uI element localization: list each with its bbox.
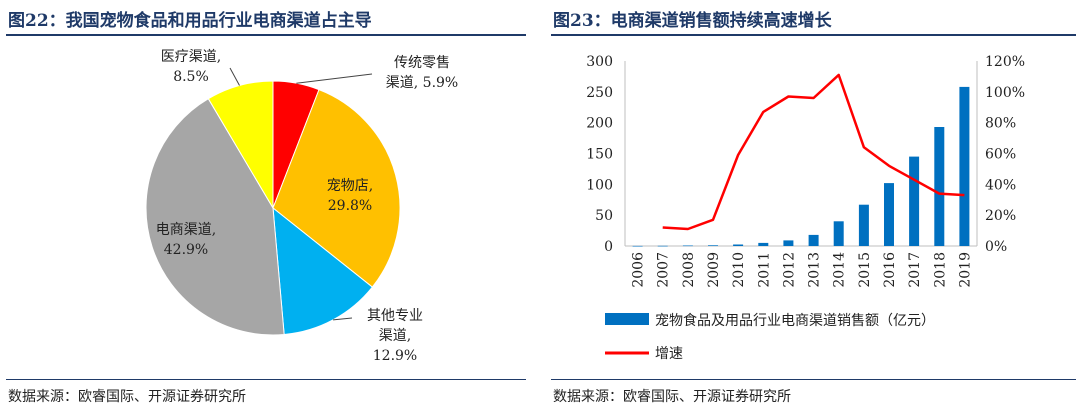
y-right-tick-0: 0% — [985, 239, 1007, 255]
y-right-tick-2: 40% — [985, 177, 1016, 193]
pie-leader-2 — [333, 317, 353, 321]
y-left-tick-1: 50 — [595, 208, 613, 224]
left-title-rule — [6, 34, 526, 36]
y-right-tick-6: 120% — [985, 54, 1025, 70]
bar-2008 — [682, 245, 693, 247]
bar-line-chart: 0 50 100 150 200 250 300 0% 20% 40% 60% 80% 100% 120%… — [586, 54, 1025, 362]
pie-label-1-1: 29.8% — [328, 198, 372, 214]
pie-label-4-0: 医疗渠道, — [161, 49, 221, 65]
bar-2010 — [733, 244, 744, 246]
bar-2018 — [934, 127, 945, 246]
bar-2017 — [909, 156, 920, 246]
x-tick-2016: 2016 — [882, 252, 898, 288]
growth-line — [662, 73, 965, 231]
bar-2016 — [884, 183, 894, 246]
pie-label-2-2: 12.9% — [373, 348, 417, 364]
left-chart-title: 图22：我国宠物食品和用品行业电商渠道占主导 — [8, 11, 372, 31]
x-tick-2010: 2010 — [731, 252, 747, 288]
pie-label-3-0: 电商渠道, — [156, 222, 216, 238]
pie-label-1-0: 宠物店, — [327, 178, 373, 194]
y-left-tick-4: 200 — [586, 116, 613, 132]
x-tick-2006: 2006 — [631, 252, 647, 288]
x-tick-2014: 2014 — [832, 252, 848, 288]
legend-bar-swatch — [605, 313, 649, 325]
x-tick-2007: 2007 — [656, 252, 672, 288]
bar-2012 — [783, 240, 794, 246]
right-title-rule — [551, 34, 1076, 36]
pie-label-2-0: 其他专业 — [367, 308, 423, 324]
y-left-tick-0: 0 — [604, 239, 613, 255]
bar-2009 — [708, 245, 718, 246]
pie-slice-3 — [145, 98, 285, 336]
y-left-tick-6: 300 — [586, 54, 613, 70]
y-left-tick-5: 250 — [586, 85, 613, 101]
pie-leader-0 — [296, 73, 373, 84]
legend-line-label: 增速 — [655, 346, 683, 362]
y-left-tick-3: 150 — [586, 147, 613, 163]
x-tick-2009: 2009 — [706, 252, 722, 288]
y-left-tick-2: 100 — [586, 177, 613, 193]
pie-slice-1 — [272, 88, 401, 288]
pie-leader-4 — [229, 67, 240, 86]
bar-2013 — [808, 234, 819, 246]
pie-label-0-1: 渠道, 5.9% — [386, 75, 458, 91]
right-panel: 图23：电商渠道销售额持续高速增长 0 50 100 150 200 250 300 0% 20… — [545, 0, 1080, 416]
x-tick-2017: 2017 — [907, 252, 923, 288]
bar-2019 — [959, 86, 970, 247]
bar-2007 — [657, 245, 668, 247]
pie-label-4-1: 8.5% — [173, 69, 209, 85]
right-source-note: 数据来源：欧睿国际、开源证券研究所 — [553, 389, 791, 405]
bar-2014 — [833, 221, 844, 246]
x-tick-2012: 2012 — [781, 252, 797, 288]
x-tick-2008: 2008 — [681, 252, 697, 288]
left-panel: 图22：我国宠物食品和用品行业电商渠道占主导 传统零售渠道, 5.9% 宠物店, 2… — [0, 0, 530, 416]
pie-label-0-0: 传统零售 — [394, 55, 450, 71]
legend-bar-label: 宠物食品及用品行业电商渠道销售额（亿元） — [655, 312, 935, 329]
left-source-rule — [6, 379, 526, 380]
pie-label-2-1: 渠道, — [379, 328, 411, 344]
y-right-tick-5: 100% — [985, 85, 1025, 101]
left-source-note: 数据来源：欧睿国际、开源证券研究所 — [8, 389, 246, 405]
x-tick-2019: 2019 — [957, 252, 973, 288]
right-source-rule — [551, 379, 1076, 380]
y-right-tick-3: 60% — [985, 147, 1016, 163]
pie-label-3-1: 42.9% — [164, 242, 208, 258]
bar-2006 — [632, 245, 643, 247]
bar-2011 — [758, 242, 769, 246]
y-right-tick-4: 80% — [985, 116, 1016, 132]
x-tick-2018: 2018 — [932, 252, 948, 288]
right-chart-title: 图23：电商渠道销售额持续高速增长 — [553, 11, 832, 31]
x-tick-2011: 2011 — [756, 252, 772, 288]
x-tick-2015: 2015 — [857, 252, 873, 288]
y-right-tick-1: 20% — [985, 208, 1016, 224]
bar-2015 — [858, 204, 869, 246]
x-tick-2013: 2013 — [807, 252, 823, 288]
